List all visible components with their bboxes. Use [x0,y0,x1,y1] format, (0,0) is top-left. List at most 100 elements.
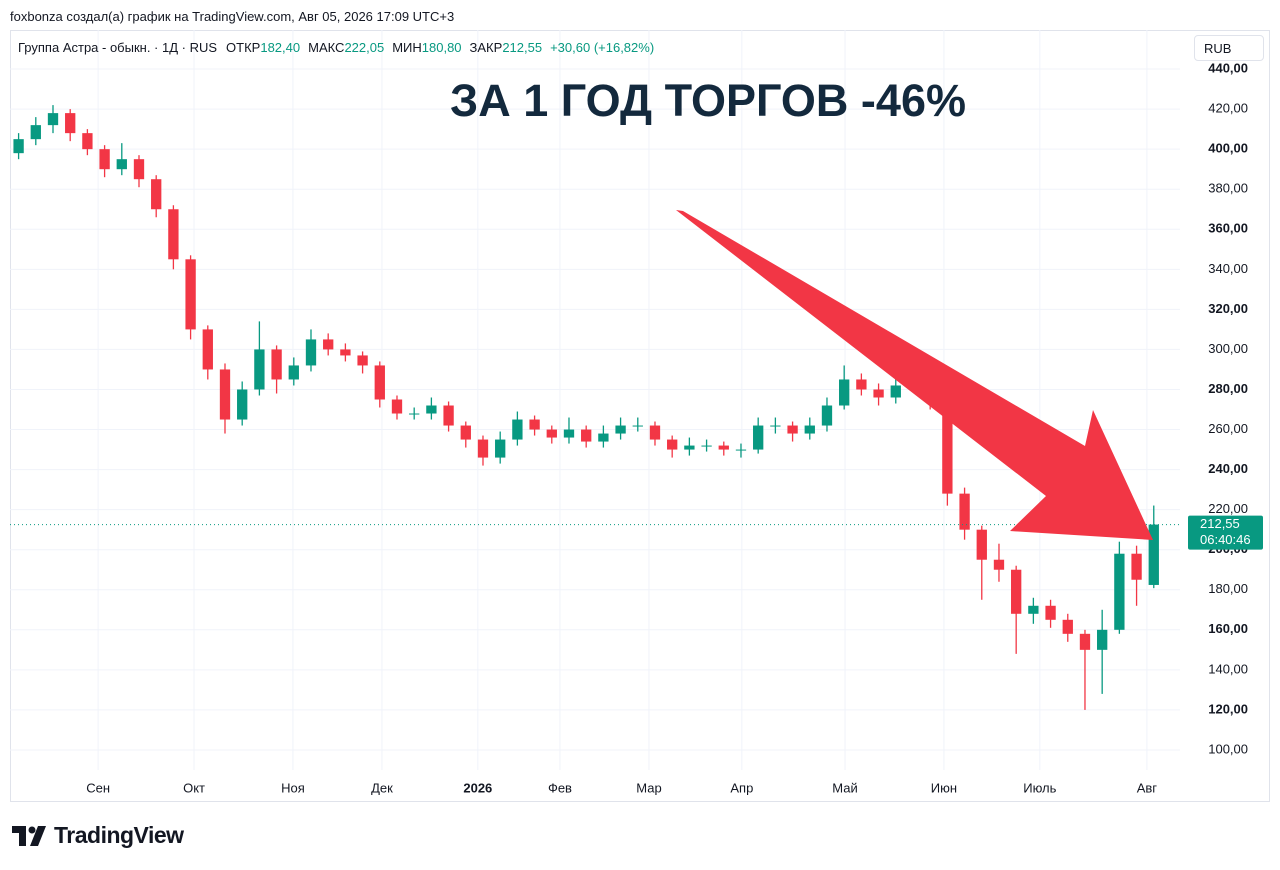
legend-label: ОТКР [226,40,261,55]
candle-body [563,429,575,438]
candle-body [942,399,953,494]
y-tick-label: 220,00 [1208,501,1248,516]
countdown: 06:40:46 [1200,532,1251,547]
symbol: Группа Астра - обыкн. · 1Д · RUS [18,40,218,55]
chart-frame [10,30,1270,802]
chart-title: ЗА 1 ГОД ТОРГОВ -46% [450,75,966,126]
x-tick-label: Апр [730,780,753,795]
legend-label: МАКС [308,40,345,55]
x-tick-label: 2026 [463,780,492,795]
candle-body [735,449,747,451]
x-tick-label: Окт [183,780,205,795]
legend-value: 212,55 [502,40,543,55]
y-tick-label: 440,00 [1208,60,1248,75]
candle-body [804,425,815,434]
candle-body [99,149,110,170]
candle-body [271,349,282,380]
y-tick-label: 240,00 [1208,461,1248,476]
candle-body [237,389,248,420]
candle-body [632,425,643,427]
y-tick-label: 120,00 [1208,701,1248,716]
candle-body [581,429,592,442]
candle-body [477,439,489,458]
x-tick-label: Мар [636,780,661,795]
candle-body [305,339,317,366]
y-tick-label: 380,00 [1208,181,1248,196]
candle-body [1011,569,1022,614]
y-tick-label: 100,00 [1208,741,1248,756]
x-tick-label: Май [832,780,857,795]
candle-body [323,339,334,350]
grid [10,30,1180,770]
y-tick-label: 160,00 [1208,621,1248,636]
author-line: foxbonza создал(а) график на TradingView… [10,9,455,24]
candle-body [426,405,437,414]
candle-body [959,493,970,530]
brand-logo [12,825,46,846]
x-tick-label: Июн [931,780,957,795]
candle-body [202,329,213,370]
candle-body [667,439,678,450]
candle-body [821,405,833,426]
candle-body [684,445,695,450]
candle-body [718,445,729,450]
candle-body [649,425,661,440]
candle-body [168,209,179,260]
candle-body [1062,619,1073,634]
candle-body [30,125,41,140]
last-price-label: 212,55 [1200,516,1240,531]
candle-body [701,445,712,447]
candle-body [1028,605,1039,614]
candle-body [512,419,523,440]
candle-body [357,355,368,366]
candle-body [495,439,506,458]
candle-body [787,425,798,434]
candle-body [460,425,471,440]
candles [10,105,1180,710]
candle-body [856,379,867,390]
change: +30,60 (+16,82%) [550,40,655,55]
y-tick-label: 300,00 [1208,341,1248,356]
candle-body [890,385,901,398]
legend-label: ЗАКР [469,40,503,55]
x-tick-label: Ноя [281,780,305,795]
x-tick-label: Июль [1023,780,1056,795]
legend: Группа Астра - обыкн. · 1Д · RUS ОТКР 182,… [18,40,654,55]
candle-body [753,425,764,450]
candle-body [873,389,884,398]
brand-name: TradingView [54,822,184,848]
candle-body [1148,524,1159,585]
candle-body [443,405,454,426]
x-tick-label: Дек [371,780,393,795]
chart: ЗА 1 ГОД ТОРГОВ -46% 100,00 120,00 140,00 1… [10,30,1270,802]
candle-body [340,349,351,356]
candle-body [288,365,299,380]
candle-body [254,349,265,390]
candle-body [374,365,385,400]
candle-body [529,419,540,430]
legend-value: 180,80 [421,40,462,55]
y-tick-label: 400,00 [1208,141,1248,156]
candle-body [1131,553,1142,580]
candle-body [65,113,76,134]
currency-button[interactable]: RUB [1194,35,1264,61]
brand: TradingView [12,822,184,849]
axes: 100,00120,00140,00160,00180,00200,00220,… [86,60,1263,795]
x-tick-label: Сен [86,780,110,795]
y-tick-label: 180,00 [1208,581,1248,596]
legend-label: МИН [392,40,422,55]
candle-body [116,159,127,170]
candle-body [1045,605,1056,620]
y-tick-label: 280,00 [1208,381,1248,396]
candle-body [598,433,609,442]
candle-body [976,529,987,560]
x-tick-label: Авг [1137,780,1158,795]
candle-body [615,425,626,434]
candle-body [151,179,162,210]
y-tick-label: 260,00 [1208,421,1248,436]
candle-body [219,369,231,420]
candle-body [391,399,403,414]
y-tick-label: 420,00 [1208,101,1248,116]
candle-body [1079,633,1091,650]
